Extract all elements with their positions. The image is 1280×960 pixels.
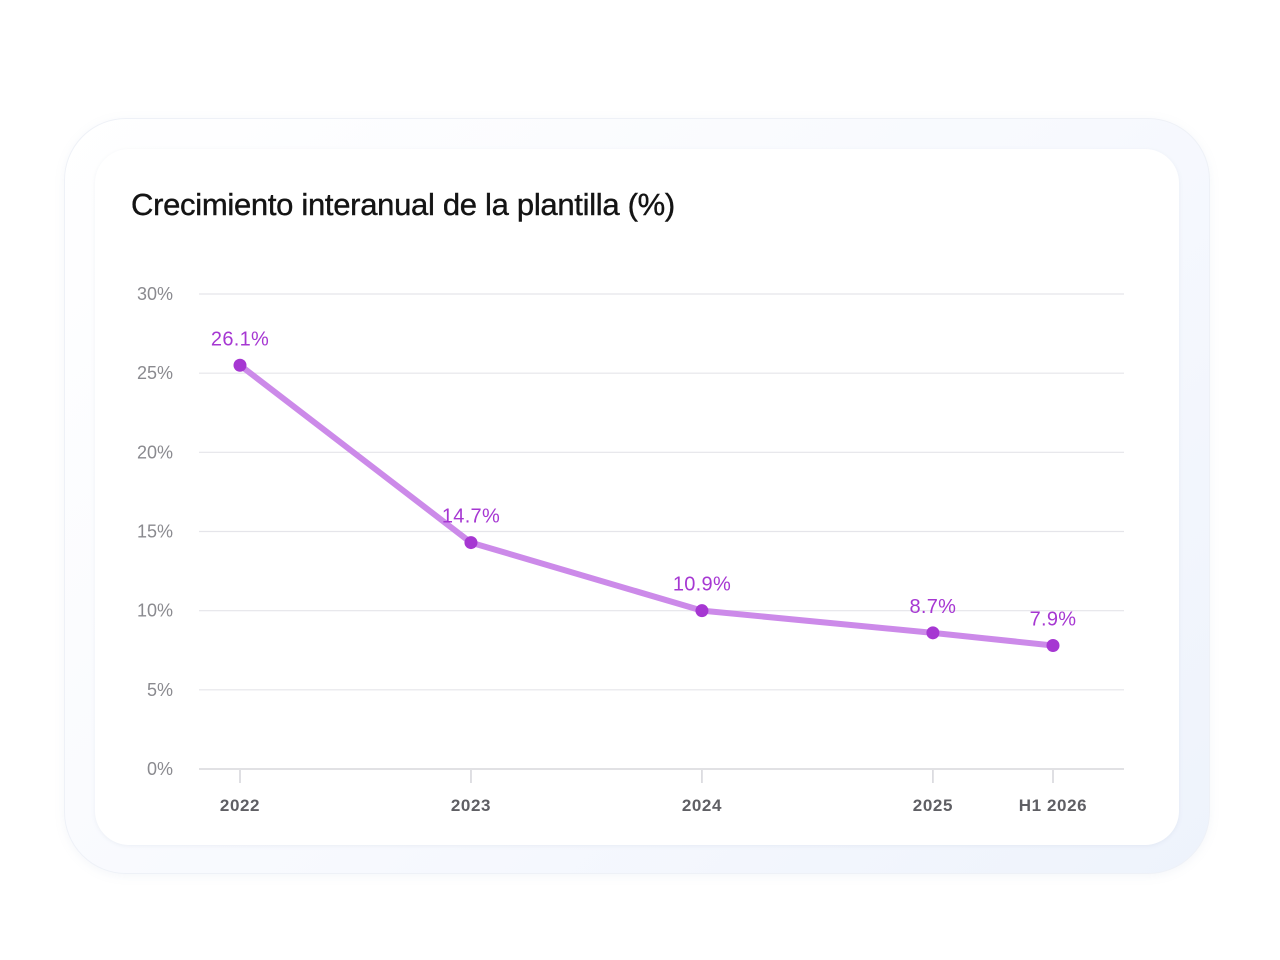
- data-label: 8.7%: [909, 596, 956, 618]
- data-point: [233, 358, 247, 372]
- data-label: 26.1%: [211, 328, 269, 350]
- data-label: 7.9%: [1030, 609, 1077, 631]
- y-tick-label: 30%: [137, 284, 173, 304]
- x-tick-label: 2024: [682, 796, 722, 815]
- chart-card: Crecimiento interanual de la plantilla (…: [95, 149, 1179, 845]
- data-label: 14.7%: [442, 506, 500, 528]
- y-tick-label: 15%: [137, 522, 173, 542]
- x-tick-label: H1 2026: [1019, 796, 1087, 815]
- data-point: [1046, 639, 1060, 652]
- data-label: 10.9%: [673, 574, 731, 596]
- y-tick-label: 10%: [137, 601, 173, 621]
- y-tick-label: 25%: [137, 363, 173, 383]
- y-tick-label: 0%: [147, 759, 173, 779]
- chart-title: Crecimiento interanual de la plantilla (…: [131, 187, 676, 222]
- data-point: [695, 604, 709, 618]
- x-tick-label: 2025: [913, 796, 953, 815]
- data-point: [464, 536, 478, 550]
- x-tick-label: 2022: [220, 796, 260, 815]
- data-point: [926, 626, 940, 640]
- y-tick-label: 5%: [147, 680, 173, 700]
- y-tick-label: 20%: [137, 442, 173, 462]
- line-chart: 0% 5% 10% 15% 20% 25% 30% 2022 2023 2024 2025 H1 20…: [137, 284, 1124, 815]
- x-tick-label: 2023: [451, 796, 491, 815]
